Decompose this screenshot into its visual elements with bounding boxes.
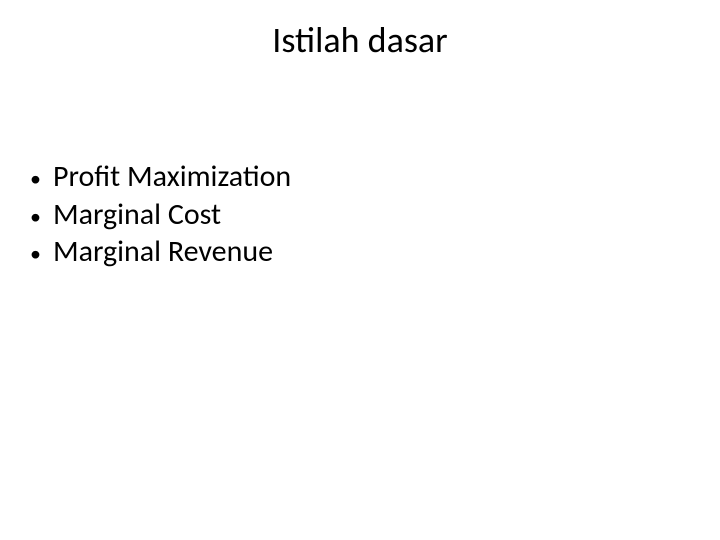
bullet-list: • Profit Maximization • Marginal Cost • … xyxy=(30,158,291,271)
list-item: • Profit Maximization xyxy=(30,158,291,196)
bullet-marker-icon: • xyxy=(30,165,41,193)
list-item: • Marginal Cost xyxy=(30,196,291,234)
bullet-text: Marginal Cost xyxy=(53,196,221,234)
list-item: • Marginal Revenue xyxy=(30,233,291,271)
bullet-text: Profit Maximization xyxy=(53,158,291,196)
slide-title: Istilah dasar xyxy=(0,18,720,62)
bullet-marker-icon: • xyxy=(30,203,41,231)
bullet-marker-icon: • xyxy=(30,240,41,268)
bullet-text: Marginal Revenue xyxy=(53,233,273,271)
